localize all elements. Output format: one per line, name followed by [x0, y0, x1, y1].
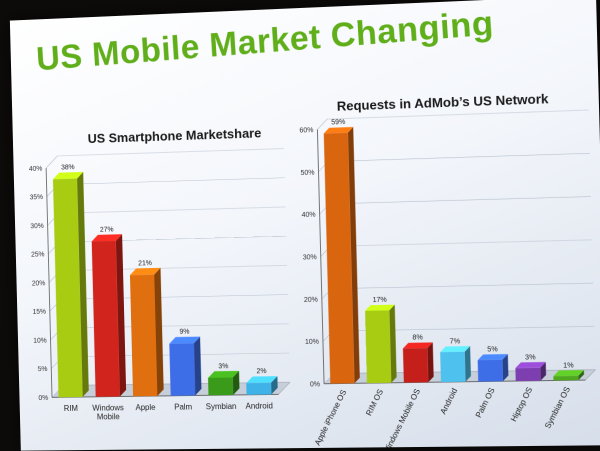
admob-requests-chart: Requests in AdMob’s US Network 0% 10% 20% 3… — [10, 0, 600, 451]
data-label: 8% — [412, 334, 422, 341]
data-label: 59% — [331, 119, 345, 127]
category-label: Windows Mobile OS — [381, 387, 422, 450]
bar-front — [440, 352, 465, 382]
bar-side — [427, 342, 434, 382]
gridline — [328, 153, 590, 161]
data-label: 17% — [373, 297, 387, 304]
bar — [553, 370, 584, 380]
category-label: Android — [438, 387, 459, 416]
data-label: 7% — [450, 338, 461, 345]
category-label: Hiptop OS — [509, 386, 534, 424]
data-label: 1% — [563, 362, 574, 369]
data-label: 3% — [525, 354, 536, 361]
category-label: Symbian OS — [543, 385, 572, 430]
bar — [515, 362, 546, 381]
y-tick-label: 10% — [305, 339, 319, 346]
gridline — [332, 283, 594, 289]
bar-front — [553, 376, 578, 381]
category-label: Apple iPhone OS — [313, 388, 349, 447]
bar — [365, 305, 397, 383]
bar-front — [365, 310, 391, 383]
bar-front — [515, 368, 540, 381]
bar — [403, 342, 434, 382]
chart-title-admob: Requests in AdMob’s US Network — [337, 91, 550, 114]
category-label: RIM OS — [364, 388, 385, 418]
y-tick-label: 40% — [302, 212, 316, 219]
y-tick-label: 20% — [304, 296, 318, 303]
bar-front — [403, 348, 428, 383]
y-tick-label: 60% — [299, 127, 313, 135]
bar — [440, 346, 471, 382]
gridline-depth — [317, 119, 327, 129]
presentation-slide: US Mobile Market Changing US Smartphone … — [10, 0, 600, 451]
gridline — [329, 197, 591, 204]
y-tick-label: 0% — [310, 381, 320, 388]
gridline — [330, 240, 592, 246]
y-tick-label: 50% — [300, 169, 314, 177]
bar — [478, 354, 509, 382]
bar — [324, 127, 360, 384]
data-label: 5% — [487, 346, 498, 353]
y-tick-label: 30% — [303, 254, 317, 261]
bar-front — [478, 360, 503, 382]
bar-side — [464, 346, 471, 382]
category-label: Palm OS — [474, 386, 497, 419]
